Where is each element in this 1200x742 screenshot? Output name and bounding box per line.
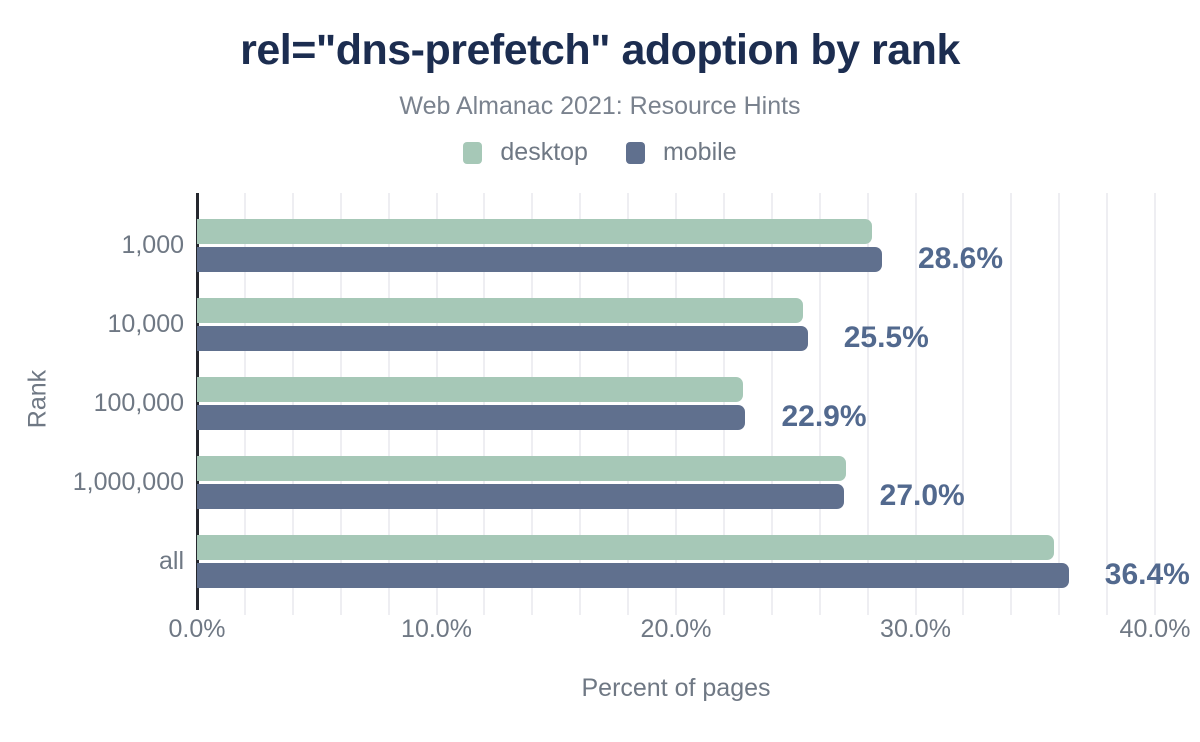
x-tick-40.0%: 40.0% <box>1119 615 1191 643</box>
category-label: 1,000,000 <box>72 468 184 496</box>
gridline-2 <box>243 193 246 615</box>
value-label: 36.4% <box>1104 558 1190 591</box>
bar-desktop <box>197 298 803 323</box>
gridline-38 <box>1106 193 1109 615</box>
gridline-16 <box>579 193 582 615</box>
x-tick-20.0%: 20.0% <box>640 615 712 643</box>
legend-swatch-desktop <box>463 141 483 164</box>
gridline-30 <box>914 193 917 615</box>
x-tick-30.0%: 30.0% <box>880 615 951 643</box>
category-label: all <box>158 547 184 575</box>
bar-mobile <box>197 326 808 351</box>
y-axis-title: Rank <box>23 369 52 429</box>
x-tick-10.0%: 10.0% <box>401 615 472 643</box>
chart-legend: desktop mobile <box>0 138 1200 167</box>
gridline-36 <box>1058 193 1061 615</box>
gridline-4 <box>291 193 294 615</box>
bar-mobile <box>197 405 746 430</box>
gridline-8 <box>387 193 390 615</box>
legend-swatch-mobile <box>625 141 645 164</box>
gridline-20 <box>675 193 677 615</box>
chart-subtitle: Web Almanac 2021: Resource Hints <box>399 92 801 120</box>
gridline-40 <box>1154 193 1156 615</box>
bar-group-10,000: 10,000 25.5% <box>108 298 1155 354</box>
legend-label-mobile: mobile <box>662 138 737 166</box>
gridline-22 <box>722 193 725 615</box>
chart-title: rel="dns-prefetch" adoption by rank <box>240 26 960 74</box>
legend-item-desktop: desktop <box>463 138 588 167</box>
bar-desktop <box>197 377 744 402</box>
bar-group-all: all 36.4% <box>159 535 1190 591</box>
category-label: 10,000 <box>107 310 184 338</box>
plot-area: 1,000 28.6% 10,000 25.5% 100,000 22.9% 1,000,0… <box>73 193 1190 615</box>
category-label: 100,000 <box>93 389 184 417</box>
gridline-6 <box>339 193 342 615</box>
bar-desktop <box>197 535 1055 560</box>
value-label: 22.9% <box>781 400 867 433</box>
x-tick-0.0%: 0.0% <box>168 615 226 643</box>
bar-mobile <box>197 484 844 509</box>
gridline-24 <box>770 193 773 615</box>
gridline-10 <box>435 193 438 615</box>
bar-mobile <box>197 247 882 272</box>
legend-label-desktop: desktop <box>500 138 588 166</box>
gridline-14 <box>531 193 534 615</box>
value-label: 27.0% <box>879 479 965 512</box>
bar-mobile <box>197 563 1069 588</box>
bar-desktop <box>197 456 847 481</box>
gridline-12 <box>483 193 486 615</box>
gridline-32 <box>962 193 965 615</box>
category-label: 1,000 <box>121 231 184 259</box>
x-axis: 0.0% 10.0% 20.0% 30.0% 40.0% <box>169 615 1191 647</box>
bar-group-1,000: 1,000 28.6% <box>121 219 1155 275</box>
bar-desktop <box>197 219 873 244</box>
x-axis-title: Percent of pages <box>581 674 771 702</box>
bar-group-1,000,000: 1,000,000 27.0% <box>73 456 1155 512</box>
gridline-26 <box>818 193 821 615</box>
gridline-18 <box>627 193 630 615</box>
value-label: 25.5% <box>843 321 929 354</box>
gridline-34 <box>1010 193 1013 615</box>
legend-item-mobile: mobile <box>625 138 737 167</box>
value-label: 28.6% <box>917 242 1004 275</box>
gridline-28 <box>866 193 869 615</box>
bar-group-100,000: 100,000 22.9% <box>94 377 1155 433</box>
